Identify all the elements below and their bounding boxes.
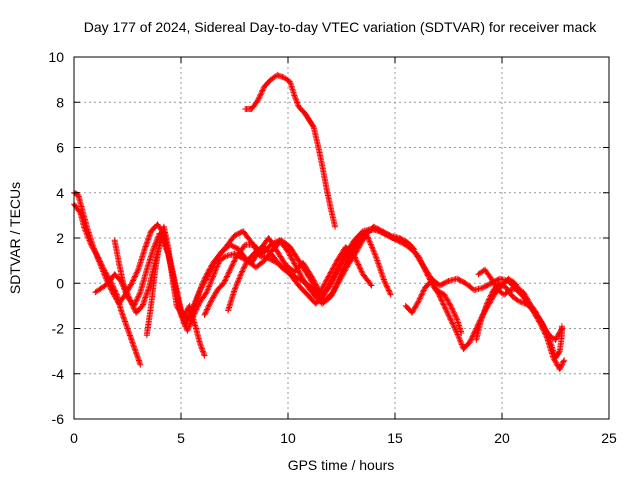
series-arc7 (225, 225, 465, 336)
y-tick-label: -4 (52, 366, 65, 382)
y-tick-label: -6 (52, 411, 65, 427)
y-tick-label: 6 (56, 140, 64, 156)
grid-lines (74, 57, 609, 419)
x-tick-label: 5 (177, 430, 185, 446)
data-point-markers (475, 266, 540, 316)
data-points (71, 72, 568, 373)
data-point-markers (225, 225, 465, 336)
x-tick-label: 0 (70, 430, 78, 446)
series-arc8 (242, 72, 339, 230)
y-tick-label: 10 (48, 49, 64, 65)
x-tick-label: 15 (387, 430, 403, 446)
axis-ticks (73, 56, 610, 420)
series-arc11 (475, 266, 540, 316)
series-arc5 (143, 223, 208, 359)
y-tick-label: 8 (56, 94, 64, 110)
tick-labels: 0 5 10 15 20 25 -6 -4 -2 0 2 4 6 8 10 (48, 49, 617, 446)
y-tick-label: -2 (52, 321, 65, 337)
y-tick-label: 2 (56, 230, 64, 246)
data-point-markers (143, 223, 208, 359)
x-tick-label: 25 (601, 430, 617, 446)
y-tick-label: 0 (56, 275, 64, 291)
x-tick-label: 10 (280, 430, 296, 446)
y-tick-label: 4 (56, 185, 64, 201)
x-axis-label: GPS time / hours (288, 457, 395, 473)
data-point-markers (242, 72, 339, 230)
chart-title: Day 177 of 2024, Sidereal Day-to-day VTE… (84, 19, 597, 35)
x-tick-label: 20 (494, 430, 510, 446)
y-axis-label: SDTVAR / TECUs (7, 182, 23, 294)
